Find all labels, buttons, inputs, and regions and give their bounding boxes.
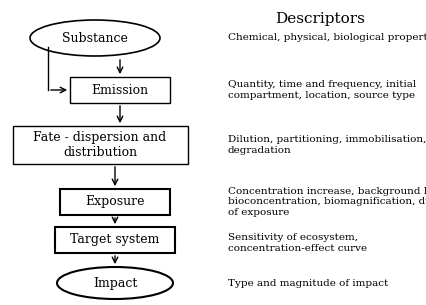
Text: Quantity, time and frequency, initial
compartment, location, source type: Quantity, time and frequency, initial co… <box>228 80 416 100</box>
Text: Descriptors: Descriptors <box>275 12 365 26</box>
Bar <box>12 126 187 164</box>
Text: Sensitivity of ecosystem,
concentration-effect curve: Sensitivity of ecosystem, concentration-… <box>228 233 367 253</box>
Text: Dilution, partitioning, immobilisation,
degradation: Dilution, partitioning, immobilisation, … <box>228 135 426 155</box>
Text: Impact: Impact <box>93 277 137 289</box>
Text: Emission: Emission <box>92 84 149 96</box>
Text: Target system: Target system <box>70 234 160 246</box>
Text: Fate - dispersion and
distribution: Fate - dispersion and distribution <box>33 131 167 159</box>
Bar <box>60 189 170 215</box>
Text: Exposure: Exposure <box>85 196 145 209</box>
Text: Substance: Substance <box>62 31 128 45</box>
Bar <box>70 77 170 103</box>
Bar <box>55 227 175 253</box>
Text: Type and magnitude of impact: Type and magnitude of impact <box>228 278 388 288</box>
Text: Concentration increase, background level,
bioconcentration, biomagnification, du: Concentration increase, background level… <box>228 187 426 217</box>
Text: Chemical, physical, biological properties: Chemical, physical, biological propertie… <box>228 34 426 42</box>
